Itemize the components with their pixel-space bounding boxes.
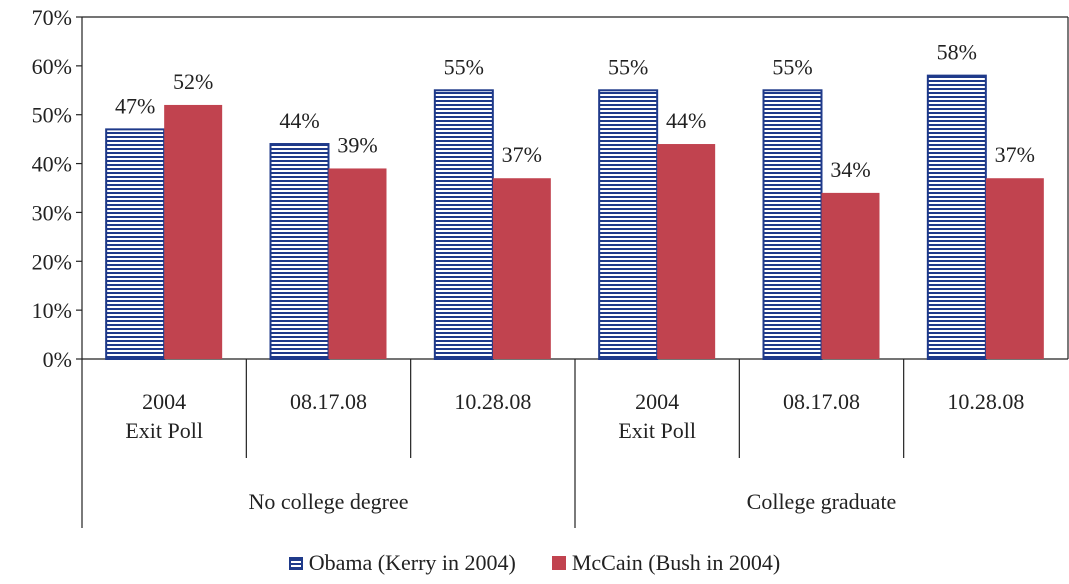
data-label-obama: 55%	[772, 54, 812, 79]
x-group-label: College graduate	[747, 489, 897, 514]
data-label-mccain: 52%	[173, 69, 213, 94]
x-category-label: 2004	[142, 389, 186, 414]
data-label-mccain: 44%	[666, 108, 706, 133]
bar-obama	[598, 89, 659, 361]
bar-obama	[269, 143, 330, 360]
legend-item-mccain: McCain (Bush in 2004)	[551, 550, 781, 576]
y-tick-label: 70%	[32, 5, 72, 30]
data-label-mccain: 37%	[995, 142, 1035, 167]
data-label-mccain: 34%	[830, 157, 870, 182]
bar-mccain	[821, 192, 880, 359]
bar-obama	[433, 89, 494, 361]
x-category-label: Exit Poll	[125, 418, 203, 443]
bar-mccain	[657, 144, 716, 359]
y-tick-label: 40%	[32, 152, 72, 177]
bar-obama	[926, 74, 987, 360]
y-tick-label: 0%	[43, 347, 72, 372]
data-labels: 47% 44% 55% 55% 55% 58% 52% 39% 37% 44% 34% 37%	[115, 40, 1035, 182]
bars	[105, 74, 1044, 361]
data-label-obama: 44%	[279, 108, 319, 133]
data-label-obama: 58%	[937, 40, 977, 65]
data-label-mccain: 39%	[337, 132, 377, 157]
y-tick-label: 10%	[32, 298, 72, 323]
legend-swatch-obama	[288, 556, 303, 570]
y-tick-label: 30%	[32, 200, 72, 225]
bar-obama	[105, 128, 166, 360]
bar-obama	[762, 89, 823, 361]
legend-label-obama: Obama (Kerry in 2004)	[308, 550, 516, 575]
y-tick-label: 50%	[32, 103, 72, 128]
data-label-obama: 55%	[444, 54, 484, 79]
y-tick-label: 60%	[32, 54, 72, 79]
x-category-label: 10.28.08	[454, 389, 531, 414]
legend: Obama (Kerry in 2004) McCain (Bush in 20…	[0, 550, 1069, 576]
axes: 0% 10% 20% 30% 40% 50% 60% 70% 2004 Exit Poll 08.1…	[32, 5, 1069, 528]
bar-mccain	[164, 104, 223, 359]
bar-mccain	[985, 178, 1044, 359]
legend-label-mccain: McCain (Bush in 2004)	[571, 550, 781, 575]
x-category-label: Exit Poll	[618, 418, 696, 443]
legend-item-obama: Obama (Kerry in 2004)	[288, 550, 516, 576]
y-tick-label: 20%	[32, 249, 72, 274]
x-category-label: 08.17.08	[290, 389, 367, 414]
x-category-label: 08.17.08	[783, 389, 860, 414]
x-category-label: 2004	[635, 389, 679, 414]
data-label-obama: 47%	[115, 93, 155, 118]
x-category-label: 10.28.08	[947, 389, 1024, 414]
data-label-mccain: 37%	[502, 142, 542, 167]
bar-mccain	[492, 178, 551, 359]
x-group-label: No college degree	[248, 489, 408, 514]
bar-mccain	[328, 168, 387, 359]
legend-swatch-mccain	[551, 556, 566, 570]
data-label-obama: 55%	[608, 54, 648, 79]
